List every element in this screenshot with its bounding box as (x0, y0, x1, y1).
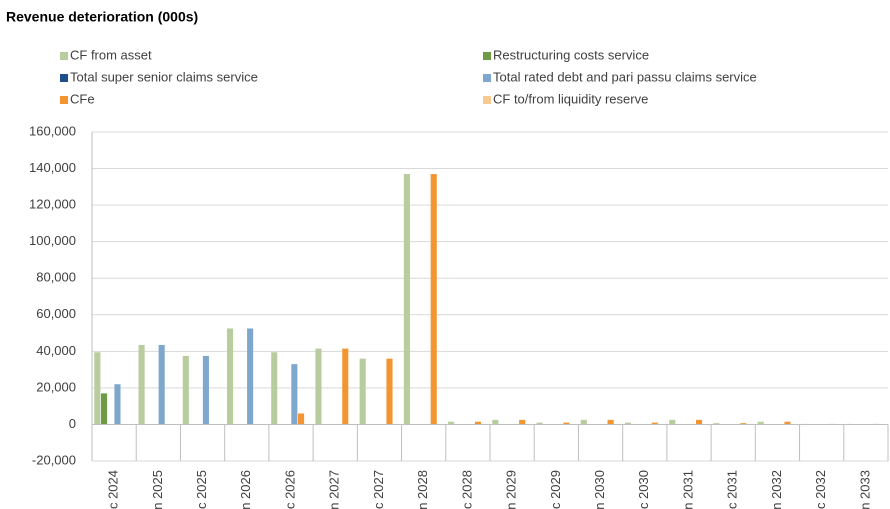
bar (158, 344, 165, 425)
legend-label: CFe (70, 91, 95, 106)
bar (651, 422, 658, 425)
bar (226, 328, 234, 425)
x-tick-label: Jun 2027 (327, 470, 342, 509)
bar (784, 421, 791, 425)
legend-swatch (60, 96, 68, 104)
legend-label: CF to/from liquidity reserve (493, 91, 648, 106)
bar (94, 352, 101, 425)
bar (474, 421, 481, 425)
legend-swatch (483, 96, 491, 104)
x-tick-label: Jun 2032 (769, 470, 784, 509)
legend-label: Total rated debt and pari passu claims s… (493, 69, 757, 84)
legend-label: Restructuring costs service (493, 47, 649, 62)
legend-swatch (60, 74, 68, 82)
chart-title: Revenue deterioration (000s) (6, 9, 198, 25)
x-tick-label: Jun 2025 (150, 470, 165, 509)
bar (271, 352, 278, 425)
bar (342, 348, 349, 425)
x-tick-label: Dec 2025 (194, 470, 209, 509)
bar (247, 328, 254, 425)
legend-label: Total super senior claims service (70, 69, 258, 84)
bar (713, 423, 720, 425)
x-tick-label: Jun 2029 (504, 470, 519, 509)
bar (624, 422, 632, 425)
x-tick-label: Jun 2026 (238, 470, 253, 509)
y-tick-label: -20,000 (32, 452, 76, 467)
bar (291, 364, 298, 425)
legend-swatch (483, 74, 491, 82)
x-tick-label: Dec 2028 (459, 470, 474, 509)
bar (448, 421, 455, 425)
y-tick-label: 100,000 (29, 233, 76, 248)
x-tick-label: Dec 2029 (548, 470, 563, 509)
bar (202, 355, 209, 425)
x-tick-label: Dec 2030 (636, 470, 651, 509)
y-tick-label: 20,000 (36, 379, 76, 394)
y-tick-label: 140,000 (29, 160, 76, 175)
bar (114, 384, 121, 425)
bar (696, 419, 703, 425)
x-tick-label: Jun 2028 (415, 470, 430, 509)
x-tick-label: Jun 2030 (592, 470, 607, 509)
legend-swatch (60, 52, 68, 60)
x-tick-label: Dec 2031 (725, 470, 740, 509)
bar (492, 419, 499, 425)
x-tick-label: Jun 2031 (680, 470, 695, 509)
legend-swatch (483, 52, 491, 60)
bar (757, 421, 764, 425)
bar (101, 393, 108, 425)
bar (536, 422, 543, 425)
bar (669, 419, 676, 425)
x-tick-label: Dec 2026 (282, 470, 297, 509)
bar (580, 419, 587, 425)
bar (519, 419, 526, 425)
x-tick-label: Dec 2027 (371, 470, 386, 509)
bar (315, 348, 322, 425)
x-tick-label: Dec 2024 (106, 470, 121, 509)
bar (386, 358, 393, 425)
bar (430, 174, 437, 425)
y-tick-label: 120,000 (29, 197, 76, 212)
bar (607, 419, 614, 425)
y-tick-label: 0 (69, 416, 76, 431)
legend-label: CF from asset (70, 47, 152, 62)
y-tick-label: 160,000 (29, 123, 76, 138)
x-tick-label: Dec 2032 (813, 470, 828, 509)
bar (298, 413, 305, 425)
y-tick-label: 40,000 (36, 343, 76, 358)
bar (740, 423, 747, 425)
y-tick-label: 80,000 (36, 270, 76, 285)
bar (359, 358, 366, 425)
y-tick-label: 60,000 (36, 306, 76, 321)
bar (563, 422, 570, 425)
bar (403, 174, 410, 425)
x-tick-label: Jun 2033 (857, 470, 872, 509)
bar (182, 355, 189, 425)
bar (138, 344, 145, 425)
